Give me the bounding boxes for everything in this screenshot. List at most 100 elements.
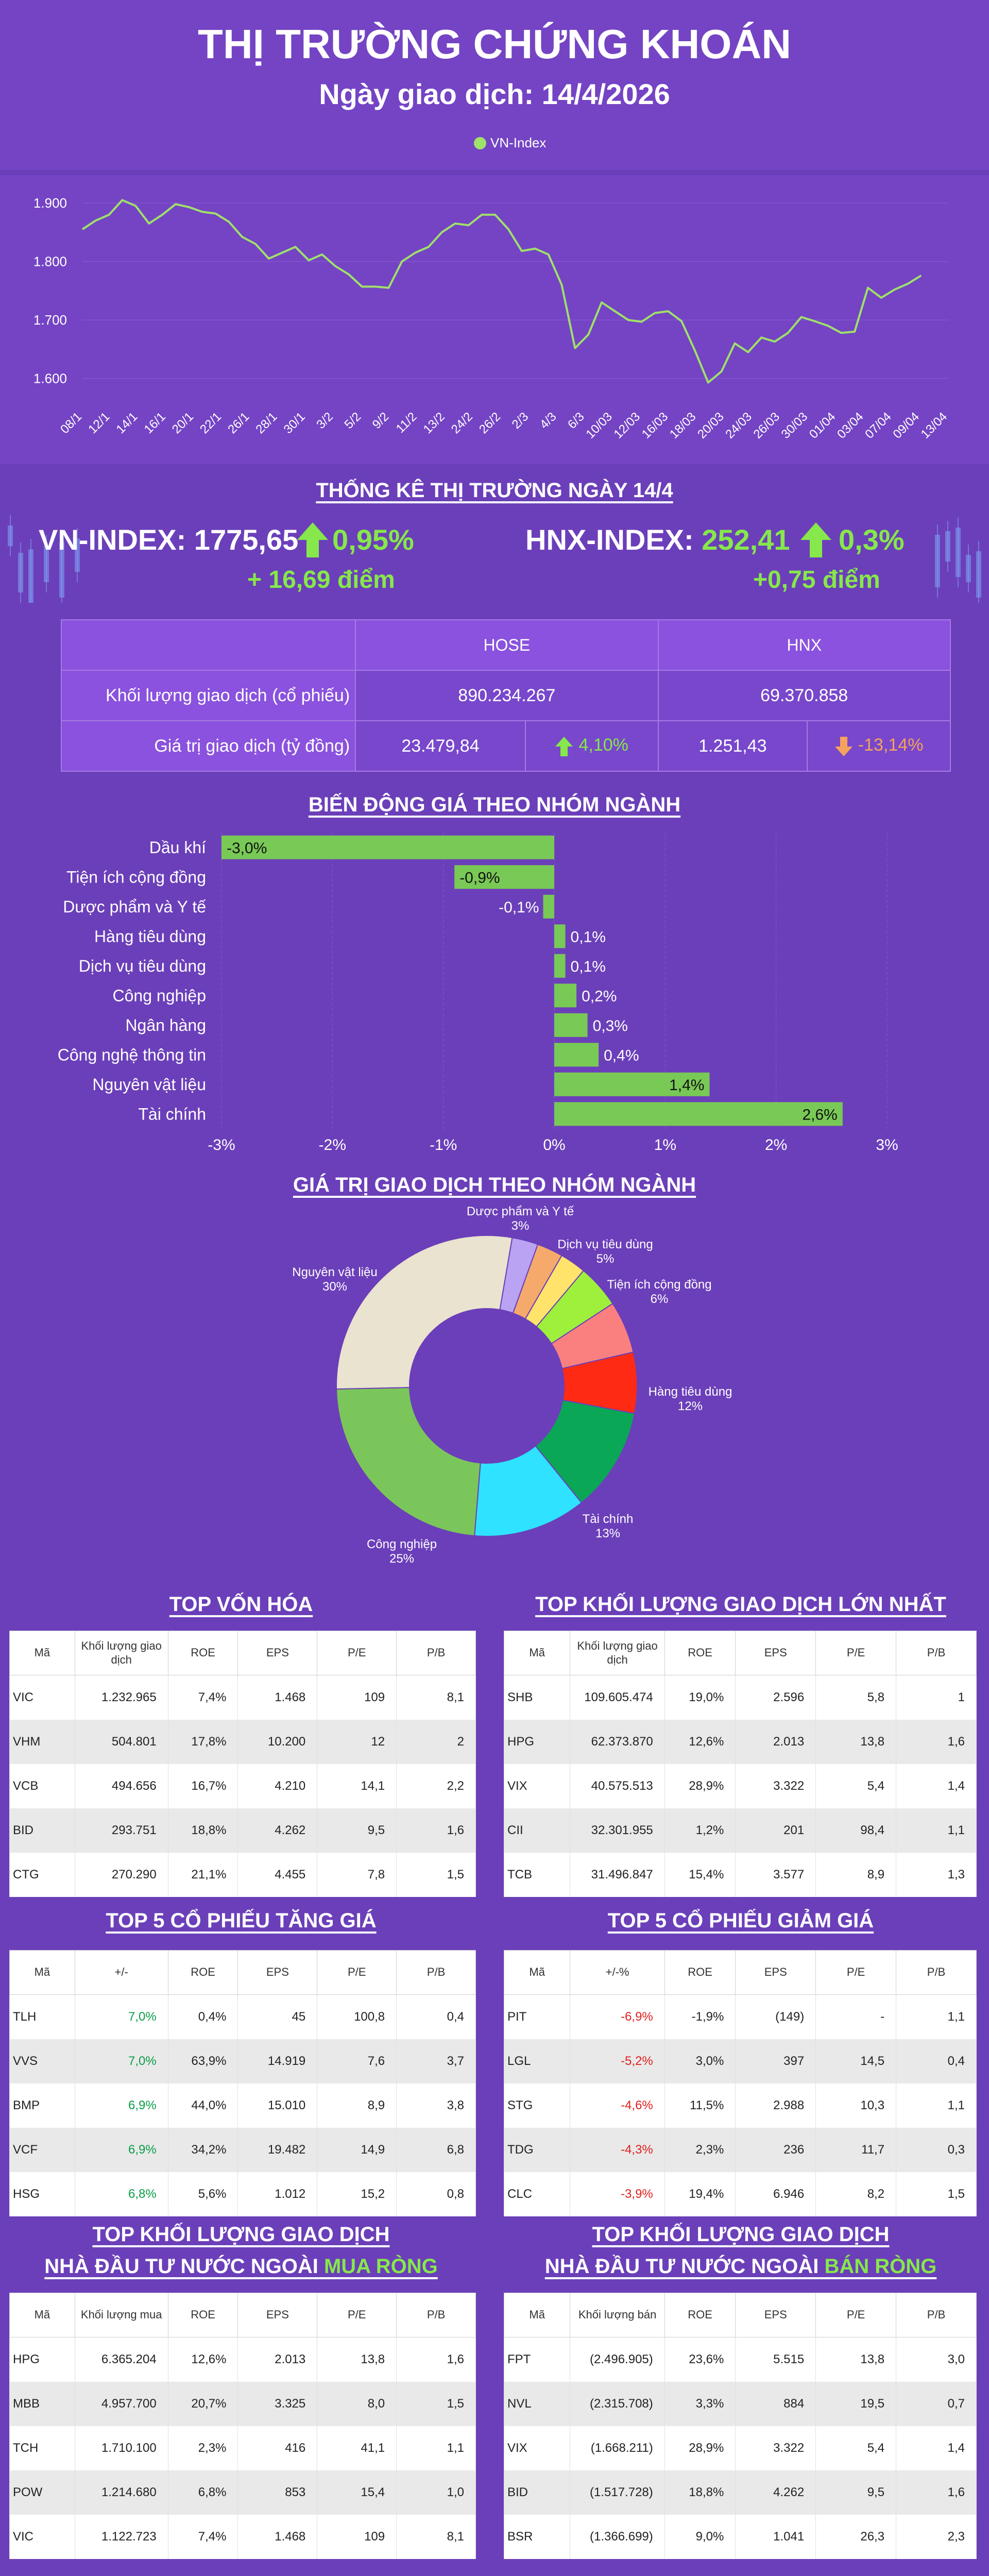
table-cell: VIC [9, 1675, 75, 1720]
bar-category-label: Ngân hàng [125, 1016, 206, 1035]
table-cell: 44,0% [167, 2083, 238, 2128]
table-cell: 9,0% [664, 2514, 736, 2559]
table-cell: 5.515 [735, 2337, 816, 2382]
table-cell: 1,0 [396, 2470, 476, 2515]
table-cell: 26,3 [815, 2514, 897, 2559]
decor-candle-body [956, 528, 961, 577]
table-cell: 14,5 [815, 2039, 897, 2083]
top-volume-table: Mã Khối lượng giao dịch ROE EPS P/E P/B SHB 109… [503, 1631, 977, 1897]
table-cell: 1,5 [396, 1852, 476, 1897]
table-header-cell: P/B [396, 2293, 476, 2337]
table-header-cell: P/B [896, 1950, 977, 1995]
table-row: HSG 6,8% 5,6% 1.012 15,2 0,8 [9, 2172, 476, 2216]
table-cell: HPG [503, 1719, 571, 1764]
table-row: TCH 1.710.100 2,3% 416 41,1 1,1 [9, 2426, 476, 2470]
table-cell: 109.605.474 [570, 1675, 665, 1720]
line-series-vnindex [81, 199, 922, 384]
table-header-cell: P/E [317, 2293, 397, 2337]
table-cell: 5,4 [815, 2426, 897, 2470]
vnindex-label: VN-INDEX: [39, 523, 186, 556]
table-cell: 6,9% [74, 2083, 168, 2128]
hose-change-value: 4,10% [578, 735, 628, 755]
table-row: VIC 1.232.965 7,4% 1.468 109 8,1 [9, 1675, 476, 1720]
table-cell: 397 [735, 2039, 816, 2083]
table-cell: MBB [9, 2381, 75, 2426]
bar-xtick-label: 2% [765, 1137, 787, 1154]
foreign-sell-table: Mã Khối lượng bán ROE EPS P/E P/B FPT (2.496.90… [503, 2293, 977, 2559]
top-losers-title: TOP 5 CỔ PHIẾU GIẢM GIÁ [607, 1909, 874, 1932]
page-title: THỊ TRƯỜNG CHỨNG KHOÁN [197, 21, 792, 67]
line-ytick-label: 1.900 [33, 195, 67, 211]
table-cell: 1,5 [896, 2172, 977, 2216]
table-row: STG -4,6% 11,5% 2.988 10,3 1,1 [503, 2083, 977, 2128]
table-header-cell: EPS [237, 1950, 318, 1995]
table-header-cell: ROE [167, 2293, 238, 2337]
table-header-cell: Mã [503, 2293, 571, 2337]
pie-label-hang-name: Hàng tiêu dùng [648, 1385, 732, 1399]
table-cell: TDG [503, 2127, 571, 2172]
table-cell: 5,6% [167, 2172, 238, 2216]
table-cell: BMP [9, 2083, 75, 2128]
table-cell: 14,1 [317, 1764, 397, 1808]
table-header-cell: P/B [396, 1631, 476, 1675]
stats-row1-hnx: 69.370.858 [657, 670, 951, 721]
table-header-cell: Mã [9, 2293, 75, 2337]
table-row: FPT (2.496.905) 23,6% 5.515 13,8 3,0 [503, 2337, 977, 2382]
table-cell: 63,9% [167, 2039, 238, 2083]
table-cell: 98,4 [815, 1808, 897, 1853]
table-cell: 62.373.870 [570, 1719, 665, 1764]
table-cell: 19.482 [237, 2127, 318, 2172]
table-cell: LGL [503, 2039, 571, 2083]
table-cell: -4,6% [570, 2083, 665, 2128]
table-cell: 19,4% [664, 2172, 736, 2216]
table-cell: 2,3% [664, 2127, 736, 2172]
stats-row2-hose: 23.479,84 [355, 720, 526, 772]
table-row: HPG 62.373.870 12,6% 2.013 13,8 1,6 [503, 1719, 977, 1764]
top-market-cap-title: TOP VỐN HÓA [169, 1593, 313, 1616]
table-cell: 0,3 [896, 2127, 977, 2172]
bar-mark [221, 835, 554, 859]
table-cell: 18,8% [167, 1808, 238, 1853]
decor-candle-body [28, 549, 33, 603]
stats-col-hnx: HNX [657, 619, 951, 671]
table-row: CII 32.301.955 1,2% 201 98,4 1,1 [503, 1808, 977, 1853]
table-cell: 0,4 [896, 2039, 977, 2083]
bar-mark [454, 865, 554, 889]
bar-value-label: -0,1% [499, 899, 539, 916]
table-cell: 0,4 [396, 1994, 476, 2039]
line-ytick-label: 1.700 [33, 312, 67, 328]
table-header-row: Mã Khối lượng giao dịch ROE EPS P/E P/B [503, 1631, 977, 1675]
table-cell: 15.010 [237, 2083, 318, 2128]
hnxindex-pct: 0,3% [839, 523, 905, 556]
table-cell: 1,4 [896, 1764, 977, 1808]
table-cell: CLC [503, 2172, 571, 2216]
decor-candle-body [966, 555, 971, 582]
bar-value-label: 2,6% [802, 1106, 837, 1123]
table-cell: 2,3 [896, 2514, 977, 2559]
table-header-cell: P/E [815, 1631, 897, 1675]
vnindex-up-arrow-icon [297, 522, 328, 557]
sector-change-title: BIẾN ĐỘNG GIÁ THEO NHÓM NGÀNH [308, 793, 681, 816]
table-cell: VIX [503, 1764, 571, 1808]
donut-slice [336, 1235, 513, 1390]
foreign-buy-title-line1: TOP KHỐI LƯỢNG GIAO DỊCH [92, 2223, 390, 2246]
foreign-buy-table: Mã Khối lượng mua ROE EPS P/E P/B HPG 6.365.204… [9, 2293, 476, 2559]
pie-label-duoc-name: Dược phẩm và Y tế [466, 1205, 574, 1218]
table-header-cell: Khối lượng mua [74, 2293, 168, 2337]
bar-category-label: Dịch vụ tiêu dùng [79, 957, 206, 975]
table-cell: - [815, 1994, 897, 2039]
market-stats-table: HOSE HNX Khối lượng giao dịch (cổ phiếu)… [60, 619, 951, 772]
hnxindex-label: HNX-INDEX: [525, 523, 694, 556]
legend-dot-icon [474, 137, 486, 149]
table-cell: VIC [9, 2514, 75, 2559]
table-cell: 504.801 [74, 1719, 168, 1764]
table-cell: 41,1 [317, 2426, 397, 2470]
table-cell: 293.751 [74, 1808, 168, 1853]
table-header-cell: P/E [317, 1631, 397, 1675]
bar-mark [554, 954, 566, 978]
table-cell: 5,8 [815, 1675, 897, 1720]
table-cell: BID [9, 1808, 75, 1853]
bar-category-label: Nguyên vật liệu [92, 1075, 206, 1094]
table-cell: VIX [503, 2426, 571, 2470]
decor-candle-body [935, 535, 940, 587]
